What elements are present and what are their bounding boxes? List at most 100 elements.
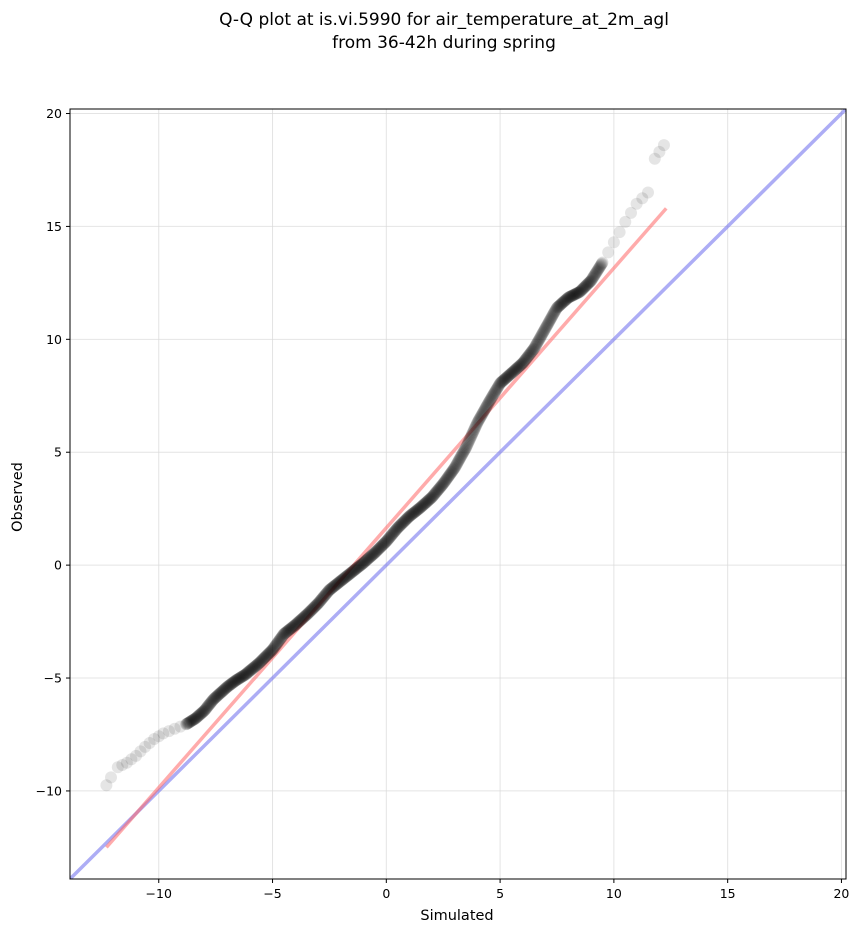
data-point — [304, 605, 317, 618]
data-point — [448, 462, 460, 475]
data-point — [333, 575, 346, 588]
data-point — [308, 600, 321, 613]
data-point — [253, 656, 266, 669]
data-point — [251, 658, 264, 671]
data-point — [218, 683, 231, 696]
data-point — [341, 569, 354, 582]
data-point — [530, 338, 543, 351]
data-point — [202, 699, 215, 712]
data-point — [335, 574, 348, 587]
data-point — [361, 553, 374, 566]
data-point — [499, 372, 512, 385]
data-point — [473, 413, 485, 426]
data-point — [382, 532, 395, 545]
data-point — [445, 466, 458, 479]
data-point — [551, 301, 563, 314]
data-point — [527, 343, 540, 356]
data-point — [163, 725, 175, 738]
data-point — [568, 288, 581, 301]
data-point — [339, 571, 352, 584]
data-point — [574, 285, 587, 298]
data-point — [513, 360, 526, 373]
data-point — [436, 478, 449, 491]
data-point — [441, 472, 454, 485]
data-point — [330, 578, 343, 591]
data-point — [294, 614, 307, 627]
data-point — [198, 704, 211, 717]
data-point — [191, 710, 204, 723]
data-point — [214, 686, 227, 699]
data-point — [229, 675, 241, 688]
data-point — [238, 669, 251, 682]
data-point — [267, 643, 280, 655]
chart-title-line-1: Q-Q plot at is.vi.5990 for air_temperatu… — [219, 10, 669, 30]
data-point — [445, 466, 458, 478]
reference-line-1 — [105, 207, 668, 849]
data-point — [487, 387, 500, 400]
data-point — [561, 292, 574, 305]
data-point — [376, 538, 389, 551]
data-point — [511, 361, 524, 374]
data-point — [568, 288, 581, 301]
data-point — [197, 705, 210, 718]
data-point — [353, 560, 365, 573]
data-point — [526, 344, 539, 357]
data-point — [229, 674, 242, 687]
data-point — [208, 692, 221, 705]
data-point — [311, 598, 324, 611]
data-point — [548, 306, 561, 319]
data-point — [463, 433, 476, 445]
data-point — [386, 528, 399, 540]
data-point — [483, 395, 496, 408]
data-point — [259, 651, 272, 664]
data-point — [539, 322, 552, 334]
x-tick-label: −10 — [146, 886, 172, 901]
data-point — [619, 215, 632, 228]
data-point — [351, 561, 364, 574]
data-point — [526, 345, 538, 358]
data-point — [255, 655, 268, 668]
scatter-points — [100, 139, 670, 792]
data-point — [268, 641, 281, 654]
data-point — [504, 367, 517, 380]
data-point — [449, 461, 462, 473]
data-point — [438, 476, 451, 489]
data-point — [230, 673, 243, 686]
data-point — [252, 657, 265, 670]
data-point — [391, 521, 404, 534]
data-point — [432, 483, 445, 496]
data-point — [355, 558, 368, 571]
data-point — [337, 573, 350, 586]
data-point — [365, 549, 378, 562]
data-point — [246, 663, 259, 675]
data-point — [547, 307, 560, 320]
data-point — [125, 753, 138, 766]
data-point — [501, 370, 514, 383]
data-point — [393, 520, 406, 533]
data-point — [415, 500, 428, 513]
data-point — [260, 649, 273, 662]
data-point — [317, 591, 330, 604]
data-point — [541, 319, 554, 331]
data-point — [522, 349, 535, 362]
data-point — [376, 539, 389, 552]
data-point — [227, 676, 240, 689]
data-point — [470, 418, 483, 431]
data-point — [534, 331, 547, 344]
data-point — [467, 425, 480, 438]
data-point — [289, 618, 302, 631]
data-point — [223, 678, 236, 691]
data-point — [477, 405, 490, 418]
data-point — [404, 509, 417, 522]
data-point — [380, 534, 393, 547]
data-point — [521, 351, 534, 364]
data-point — [496, 375, 509, 388]
data-point — [475, 408, 488, 421]
data-point — [359, 555, 372, 568]
data-point — [549, 303, 562, 316]
data-point — [503, 368, 516, 381]
data-point — [328, 579, 341, 592]
data-point — [186, 714, 199, 727]
data-point — [368, 546, 381, 559]
data-point — [535, 330, 548, 343]
